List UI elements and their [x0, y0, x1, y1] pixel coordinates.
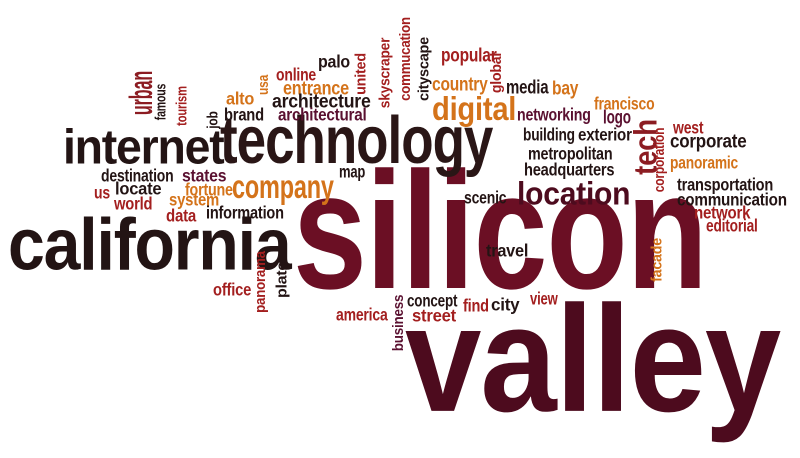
word-location: location — [517, 175, 631, 212]
word-concept: concept — [407, 290, 458, 311]
word-transportation: transportation — [677, 174, 774, 195]
word-metropolitan: metropolitan — [528, 143, 613, 164]
word-valley: valley — [405, 274, 781, 445]
word-business: business — [389, 294, 407, 352]
word-brand: brand — [224, 104, 264, 125]
word-corporate: corporate — [670, 131, 747, 153]
word-architectural: architectural — [278, 104, 367, 125]
word-digital: digital — [432, 89, 517, 129]
word-corporation: corporation — [650, 127, 668, 193]
word-commucation: commucation — [396, 17, 414, 101]
word-internet: internet — [63, 121, 225, 176]
word-find: find — [463, 295, 489, 316]
word-editorial: editorial — [706, 215, 758, 236]
word-skyscraper: skyscraper — [375, 37, 393, 109]
word-america: america — [336, 304, 388, 325]
word-united: united — [351, 53, 369, 95]
word-logo: logo — [603, 107, 631, 129]
word-media: media — [506, 77, 549, 99]
word-usa: usa — [254, 74, 272, 96]
word-architecture: architecture — [272, 91, 371, 113]
word-popular: popular — [441, 45, 497, 67]
word-bay: bay — [552, 78, 579, 100]
word-panorama: panorama — [251, 251, 269, 313]
word-francisco: francisco — [594, 93, 655, 114]
word-famous: famous — [151, 83, 169, 121]
word-travel: travel — [486, 240, 529, 261]
word-communication: communication — [677, 189, 787, 210]
word-tourism: tourism — [172, 86, 190, 126]
word-cityscape: cityscape — [414, 37, 432, 101]
word-states: states — [182, 165, 227, 186]
word-entrance: entrance — [283, 78, 349, 100]
word-city: city — [491, 294, 520, 315]
word-country: country — [432, 74, 488, 96]
word-map: map — [339, 161, 366, 182]
word-global: global — [487, 52, 505, 94]
word-us: us — [94, 182, 110, 203]
word-job: job — [203, 111, 221, 129]
word-west: west — [673, 117, 704, 138]
word-technology: technology — [220, 103, 493, 179]
word-view: view — [530, 288, 558, 309]
word-networking: networking — [517, 104, 591, 125]
word-office: office — [213, 279, 252, 300]
word-facade: facade — [647, 238, 665, 282]
word-headquarters: headquarters — [524, 159, 615, 180]
word-alto: alto — [226, 88, 255, 109]
word-exterior: exterior — [578, 124, 632, 145]
word-data: data — [166, 205, 196, 226]
word-system: system — [169, 189, 220, 210]
word-information: information — [206, 202, 284, 223]
word-building: building — [523, 124, 575, 145]
word-street: street — [412, 305, 456, 326]
word-world: world — [114, 193, 153, 214]
word-locate: locate — [115, 178, 162, 199]
word-network: network — [694, 202, 751, 223]
word-plate: plate — [272, 261, 290, 299]
word-silicon: silicon — [293, 136, 708, 324]
word-company: company — [232, 167, 334, 207]
word-california: california — [8, 203, 292, 286]
word-online: online — [276, 64, 317, 85]
word-panoramic: panoramic — [670, 152, 738, 173]
word-fortune: fortune — [185, 179, 233, 200]
word-destination: destination — [101, 165, 174, 186]
word-scenic: scenic — [464, 187, 507, 208]
word-palo: palo — [318, 51, 350, 72]
